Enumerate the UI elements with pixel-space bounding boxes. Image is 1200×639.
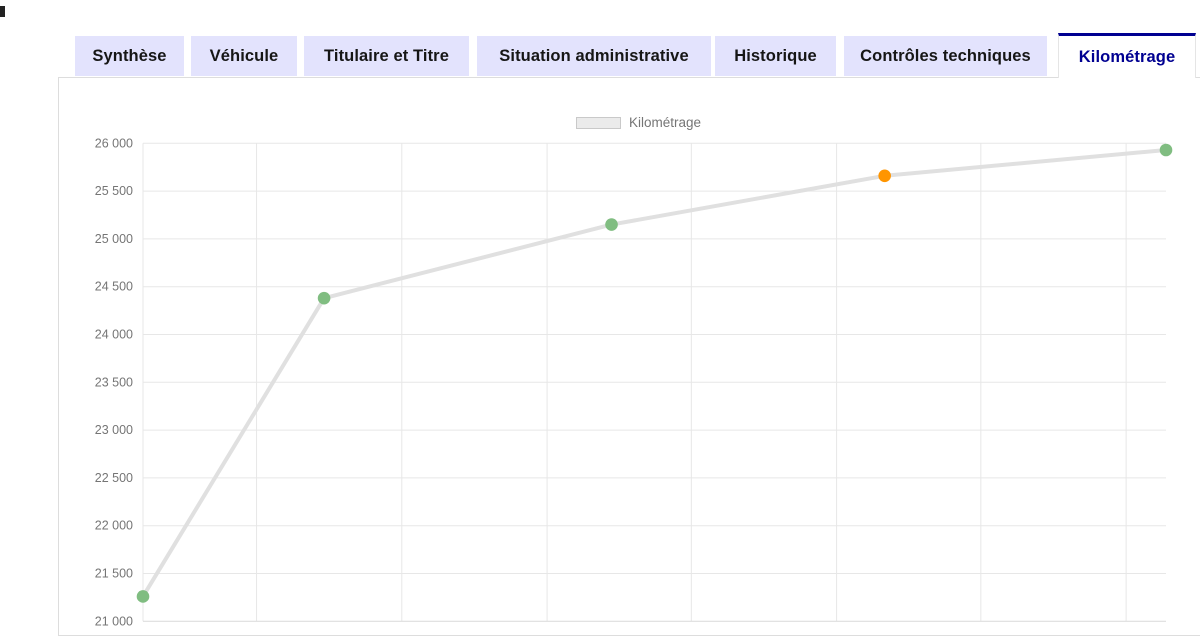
svg-text:23 000: 23 000: [95, 423, 133, 437]
svg-text:22 000: 22 000: [95, 519, 133, 533]
svg-text:21 500: 21 500: [95, 567, 133, 581]
svg-text:25 000: 25 000: [95, 232, 133, 246]
tab-historique[interactable]: Historique: [715, 36, 836, 76]
svg-text:25 500: 25 500: [95, 184, 133, 198]
svg-text:24 500: 24 500: [95, 280, 133, 294]
svg-text:23 500: 23 500: [95, 375, 133, 389]
tab-titulaire-et-titre[interactable]: Titulaire et Titre: [304, 36, 469, 76]
svg-text:21 000: 21 000: [95, 614, 133, 628]
svg-text:26 000: 26 000: [95, 136, 133, 150]
chart-legend[interactable]: Kilométrage: [576, 115, 701, 130]
tab-kilometrage[interactable]: Kilométrage: [1058, 33, 1196, 78]
svg-text:24 000: 24 000: [95, 328, 133, 342]
screen-edge-artifact: [0, 6, 5, 17]
tab-controles-techniques[interactable]: Contrôles techniques: [844, 36, 1047, 76]
tab-situation-administrative[interactable]: Situation administrative: [477, 36, 711, 76]
kilometrage-panel: [58, 77, 1200, 636]
tab-synthese[interactable]: Synthèse: [75, 36, 184, 76]
legend-swatch-icon: [576, 116, 621, 129]
legend-label: Kilométrage: [629, 115, 702, 130]
svg-text:22 500: 22 500: [95, 471, 133, 485]
tab-vehicule[interactable]: Véhicule: [191, 36, 297, 76]
